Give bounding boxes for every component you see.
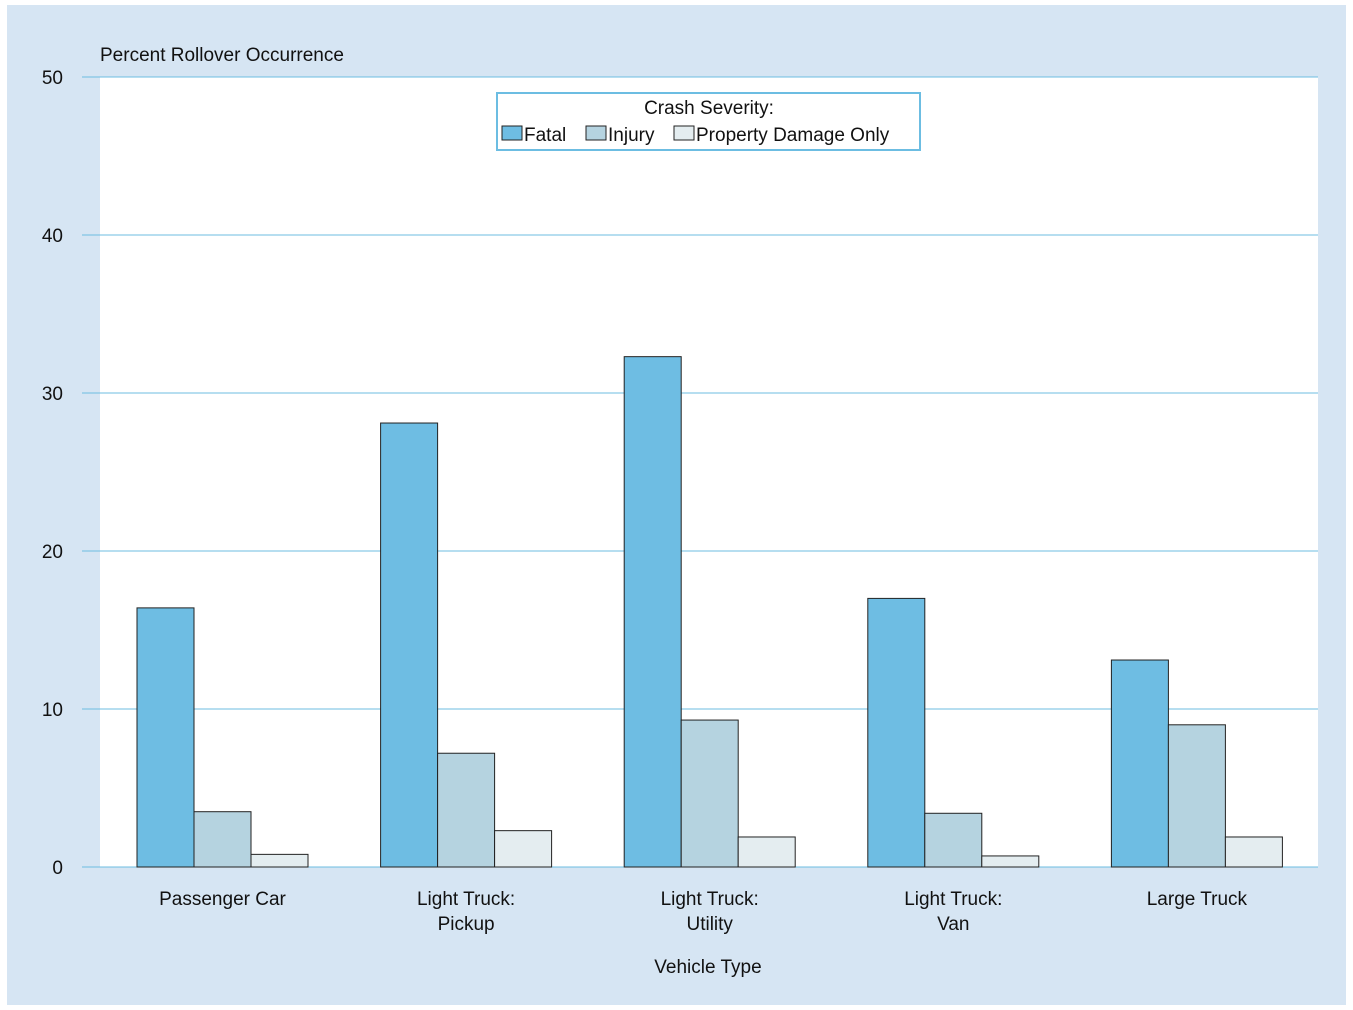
bar-fatal-0 <box>136 607 195 868</box>
x-category-label: Light Truck: <box>904 889 1002 910</box>
bar-fatal-1 <box>380 422 439 868</box>
bar-fatal-4 <box>1110 659 1169 868</box>
y-tick-labels: 0 10 20 30 40 50 <box>42 68 63 879</box>
x-category-label: Utility <box>686 914 733 935</box>
legend-swatch-injury <box>585 125 607 141</box>
legend: Crash Severity: Fatal Injury Property Dama… <box>496 92 921 151</box>
bar-fatal-3 <box>867 597 926 868</box>
bar-injury-4 <box>1167 724 1226 868</box>
bar-injury-2 <box>680 719 739 868</box>
bar-property-damage-only-2 <box>737 836 796 868</box>
bar-injury-0 <box>193 811 252 868</box>
x-category-label: Large Truck <box>1147 889 1248 910</box>
y-tick-label: 50 <box>42 68 63 89</box>
bar-injury-1 <box>437 752 496 868</box>
legend-swatch-property-damage-only <box>673 125 695 141</box>
x-category-label: Light Truck: <box>417 889 515 910</box>
y-tick-label: 40 <box>42 226 63 247</box>
bar-property-damage-only-1 <box>494 830 553 868</box>
legend-label: Fatal <box>524 125 566 146</box>
y-tick-label: 10 <box>42 700 63 721</box>
bars <box>136 356 1283 868</box>
y-tick-label: 20 <box>42 542 63 563</box>
x-category-labels: Passenger Car Light Truck: Pickup Light Tru… <box>159 889 1247 935</box>
bar-property-damage-only-4 <box>1224 836 1283 868</box>
x-category-label: Pickup <box>438 914 495 935</box>
x-category-label: Light Truck: <box>661 889 759 910</box>
legend-label: Injury <box>608 125 655 146</box>
y-tick-label: 0 <box>52 858 63 879</box>
legend-title: Crash Severity: <box>644 98 774 119</box>
x-category-label: Passenger Car <box>159 889 286 910</box>
x-axis-title: Vehicle Type <box>654 957 761 978</box>
legend-box <box>496 92 921 151</box>
legend-swatch-fatal <box>501 125 523 141</box>
legend-label: Property Damage Only <box>696 125 890 146</box>
bar-fatal-2 <box>623 356 682 868</box>
x-category-label: Van <box>937 914 969 935</box>
bar-property-damage-only-0 <box>250 853 309 868</box>
bar-injury-3 <box>924 812 983 868</box>
y-axis-title: Percent Rollover Occurrence <box>100 45 344 66</box>
bar-property-damage-only-3 <box>981 855 1040 868</box>
y-tick-label: 30 <box>42 384 63 405</box>
